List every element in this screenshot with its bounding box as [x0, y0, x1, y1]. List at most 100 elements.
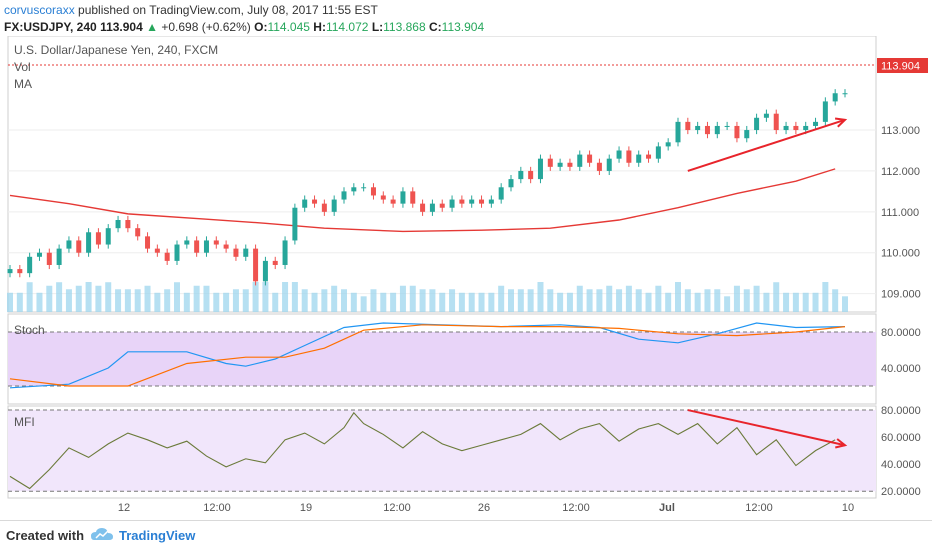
downtrend-arrow — [687, 409, 848, 449]
candle-body — [832, 93, 838, 102]
price-tick-label: 110.000 — [881, 248, 920, 260]
candle-body — [27, 256, 33, 274]
volume-bar — [557, 292, 564, 312]
volume-bar — [576, 285, 583, 312]
candle-body — [17, 269, 23, 274]
volume-bar — [449, 289, 456, 312]
stoch-lines — [8, 322, 876, 389]
volume-bar — [498, 285, 505, 312]
quote-line: FX:USDJPY, 240 113.904 ▲ +0.698 (+0.62%)… — [4, 20, 484, 34]
stoch-axis: 40.0000 80.0000 — [881, 327, 921, 375]
volume-bar — [842, 296, 848, 312]
candle-body — [400, 191, 406, 204]
time-tick-label: 10 — [842, 502, 854, 514]
time-tick-label: 19 — [300, 502, 312, 514]
volume-bar — [606, 285, 613, 312]
volume-bar — [75, 285, 82, 312]
volume-bar — [566, 292, 573, 312]
ma-label: MA — [14, 77, 32, 91]
candle-body — [125, 220, 131, 229]
candle-body — [557, 162, 563, 167]
candle-body — [331, 199, 337, 212]
price-tick-label: 111.000 — [881, 207, 919, 219]
stoch-tick-label: 40.0000 — [881, 363, 921, 375]
volume-bar — [46, 285, 53, 312]
volume-bar — [635, 289, 642, 312]
candle-body — [174, 244, 180, 261]
volume-bar — [733, 285, 740, 312]
mfi-tick-label: 40.0000 — [881, 459, 921, 471]
candle-body — [734, 125, 740, 139]
candle-body — [793, 125, 799, 131]
candle-body — [7, 269, 13, 274]
stoch-tick-label: 80.0000 — [881, 327, 921, 339]
candle-body — [763, 113, 769, 118]
candle-body — [66, 240, 72, 249]
candle-body — [646, 154, 652, 159]
volume-bar — [282, 282, 289, 312]
volume-bar — [625, 285, 632, 312]
volume-bar — [488, 292, 495, 312]
volume-bar — [124, 289, 131, 312]
candle-body — [194, 240, 200, 253]
candle-body — [626, 150, 632, 163]
mfi-pane[interactable]: 20.0000 40.0000 60.0000 80.0000 MFI — [7, 405, 921, 499]
candle-body — [842, 93, 848, 95]
created-with-text: Created with — [6, 528, 85, 543]
volume-bar — [478, 292, 485, 312]
change-value: +0.698 (+0.62%) — [161, 20, 251, 34]
low-value: 113.868 — [383, 20, 426, 34]
candle-body — [479, 199, 485, 204]
volume-bar — [56, 282, 63, 312]
time-tick-label: 12:00 — [203, 502, 231, 514]
symbol-label[interactable]: FX:USDJPY, 240 — [4, 20, 97, 34]
volume-bar — [144, 285, 151, 312]
candle-body — [488, 199, 494, 204]
candle-body — [655, 146, 661, 159]
volume-bar — [115, 289, 122, 312]
author-link[interactable]: corvuscoraxx — [4, 3, 75, 17]
candle-body — [449, 199, 455, 208]
change-arrow: ▲ — [146, 20, 159, 34]
candle-body — [105, 228, 111, 245]
stoch-band — [8, 332, 876, 386]
high-label: H: — [313, 20, 326, 34]
volume-bar — [105, 282, 112, 312]
volume-bar — [419, 289, 426, 312]
candle-body — [803, 125, 809, 131]
candle-body — [616, 150, 622, 159]
candle-body — [577, 154, 583, 167]
pane-title: U.S. Dollar/Japanese Yen, 240, FXCM — [14, 43, 218, 57]
main-pane[interactable]: 109.000 110.000 111.000 112.000 113.000 113.… — [7, 36, 928, 313]
candle-body — [744, 130, 750, 139]
volume-bar — [429, 289, 436, 312]
volume-bar — [586, 289, 593, 312]
candle-body — [685, 121, 691, 131]
candle-body — [292, 207, 298, 241]
candle-body — [439, 203, 445, 208]
mfi-series — [9, 411, 836, 490]
mfi-tick-label: 60.0000 — [881, 432, 921, 444]
mfi-tick-label: 20.0000 — [881, 486, 921, 498]
candle-body — [341, 191, 347, 200]
time-tick-label: 12:00 — [383, 502, 411, 514]
price-tick-label: 109.000 — [881, 289, 921, 301]
volume-bar — [262, 282, 269, 312]
volume-bar — [85, 282, 92, 312]
volume-bar — [252, 282, 259, 312]
volume-bar — [242, 289, 249, 312]
tradingview-brand-link[interactable]: TradingView — [119, 528, 196, 543]
publish-line: corvuscoraxx published on TradingView.co… — [4, 3, 378, 17]
volume-bar — [134, 289, 141, 312]
candle-body — [223, 244, 229, 249]
candle-body — [135, 228, 141, 237]
volume-bar — [527, 289, 534, 312]
volume-bar — [203, 285, 210, 312]
chart-canvas[interactable]: 109.000 110.000 111.000 112.000 113.000 113.… — [0, 36, 932, 520]
candle-body — [370, 187, 376, 196]
volume-bar — [655, 285, 662, 312]
volume-bar — [232, 289, 239, 312]
open-label: O: — [254, 20, 268, 34]
price-tag-bg — [877, 58, 928, 73]
stoch-pane[interactable]: 40.0000 80.0000 Stoch — [7, 313, 921, 405]
